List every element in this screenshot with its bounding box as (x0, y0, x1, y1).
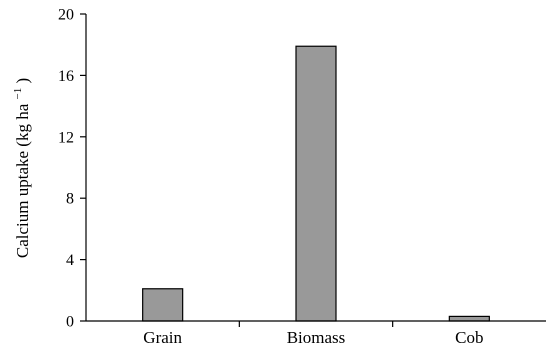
y-axis-ticks: 0 4 8 12 16 20 (58, 7, 86, 331)
y-tick-label: 12 (58, 129, 74, 146)
y-tick-label: 4 (66, 252, 74, 269)
x-axis-ticks: Grain Biomass Cob (143, 321, 484, 347)
y-tick-label: 16 (58, 68, 74, 85)
y-axis-title-superscript: −1 (12, 88, 24, 100)
bar-biomass (295, 45, 337, 322)
x-category-label: Cob (455, 328, 483, 347)
bar-grain (142, 288, 184, 322)
y-axis-title-suffix: ) (13, 78, 32, 84)
x-category-label: Grain (143, 328, 182, 347)
bar-series (142, 45, 490, 322)
y-tick-label: 20 (58, 7, 74, 24)
y-tick-label: 0 (66, 314, 74, 331)
x-category-label: Biomass (287, 328, 346, 347)
bar-cob (448, 315, 490, 322)
y-axis-title: Calcium uptake (kg ha −1 ) (6, 78, 32, 258)
y-tick-label: 8 (66, 191, 74, 208)
y-axis-title-main: Calcium uptake (kg ha (13, 103, 32, 258)
